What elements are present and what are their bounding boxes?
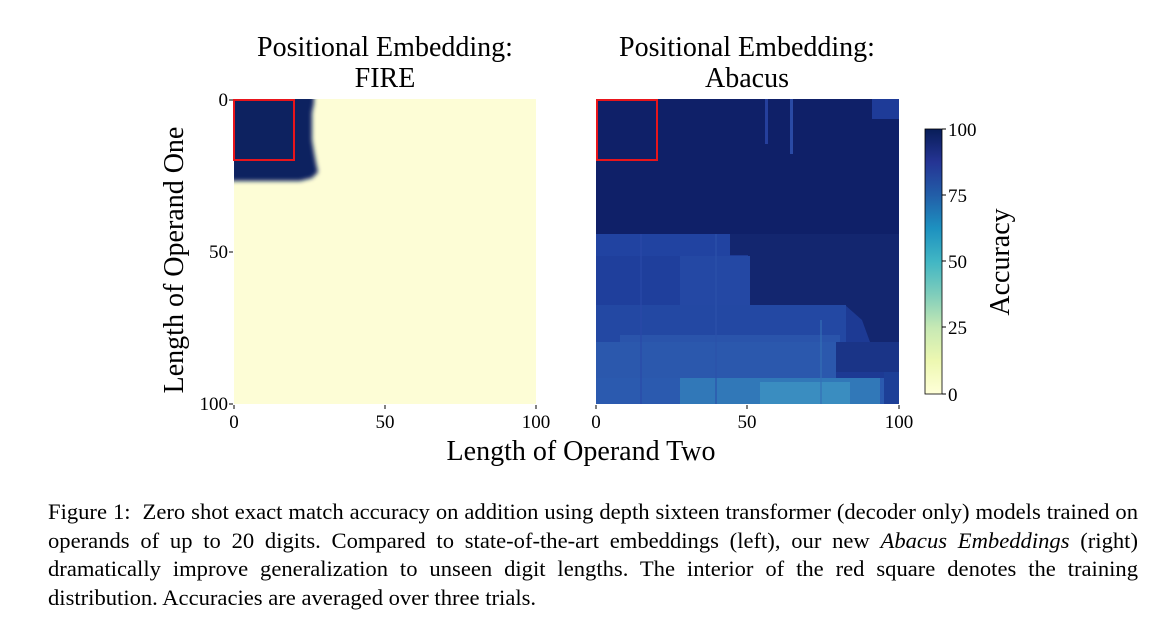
abacus-heatmap bbox=[596, 99, 899, 404]
fire-y-ticks: 0 50 100 bbox=[200, 90, 233, 415]
fire-ytick-0: 0 bbox=[219, 90, 229, 111]
fire-xtick-100: 100 bbox=[522, 412, 551, 433]
abacus-top-block bbox=[596, 99, 899, 234]
x-axis-label: Length of Operand Two bbox=[447, 436, 716, 467]
figure-caption: Figure 1: Zero shot exact match accuracy… bbox=[48, 498, 1138, 612]
fire-title-line1: Positional Embedding: bbox=[257, 32, 513, 63]
colorbar-tick-75: 75 bbox=[948, 186, 967, 207]
abacus-right-dark-region bbox=[730, 234, 899, 342]
fire-high-accuracy-region bbox=[234, 99, 318, 181]
caption-label: Figure 1: bbox=[48, 499, 131, 524]
colorbar-tick-0: 0 bbox=[948, 385, 958, 406]
panel-fire: Positional Embedding: FIRE 0 50 100 0 50… bbox=[159, 32, 550, 433]
fire-title-line2: FIRE bbox=[355, 63, 416, 94]
abacus-title-line1: Positional Embedding: bbox=[619, 32, 875, 63]
caption-text-before: Zero shot exact match accuracy on additi… bbox=[48, 499, 1139, 553]
abacus-title-line2: Abacus bbox=[705, 63, 789, 94]
fire-ytick-50: 50 bbox=[209, 242, 228, 263]
colorbar-tick-25: 25 bbox=[948, 318, 967, 339]
colorbar-label: Accuracy bbox=[985, 208, 1016, 315]
caption-text-after: (right) dramatically improve generalizat… bbox=[48, 527, 1138, 610]
fire-training-square bbox=[233, 99, 295, 161]
abacus-x-ticks: 0 50 100 bbox=[591, 405, 913, 433]
fire-x-ticks: 0 50 100 bbox=[229, 405, 550, 433]
colorbar-gradient bbox=[924, 128, 943, 395]
abacus-xtick-0: 0 bbox=[591, 412, 601, 433]
colorbar-tick-50: 50 bbox=[948, 252, 967, 273]
abacus-xtick-50: 50 bbox=[738, 412, 757, 433]
fire-ytick-100: 100 bbox=[200, 394, 229, 415]
fire-heatmap bbox=[233, 99, 536, 404]
abacus-training-square bbox=[596, 99, 658, 161]
fire-xtick-0: 0 bbox=[229, 412, 239, 433]
caption-emphasis: Abacus Embeddings bbox=[880, 527, 1070, 553]
colorbar-tick-100: 100 bbox=[948, 120, 977, 141]
panel-abacus: Positional Embedding: Abacus bbox=[591, 32, 913, 433]
y-axis-label: Length of Operand One bbox=[159, 127, 190, 394]
colorbar: 100 75 50 25 0 Accuracy bbox=[924, 120, 1016, 406]
fire-xtick-50: 50 bbox=[376, 412, 395, 433]
figure: Positional Embedding: FIRE 0 50 100 0 50… bbox=[159, 32, 1016, 467]
abacus-xtick-100: 100 bbox=[885, 412, 914, 433]
